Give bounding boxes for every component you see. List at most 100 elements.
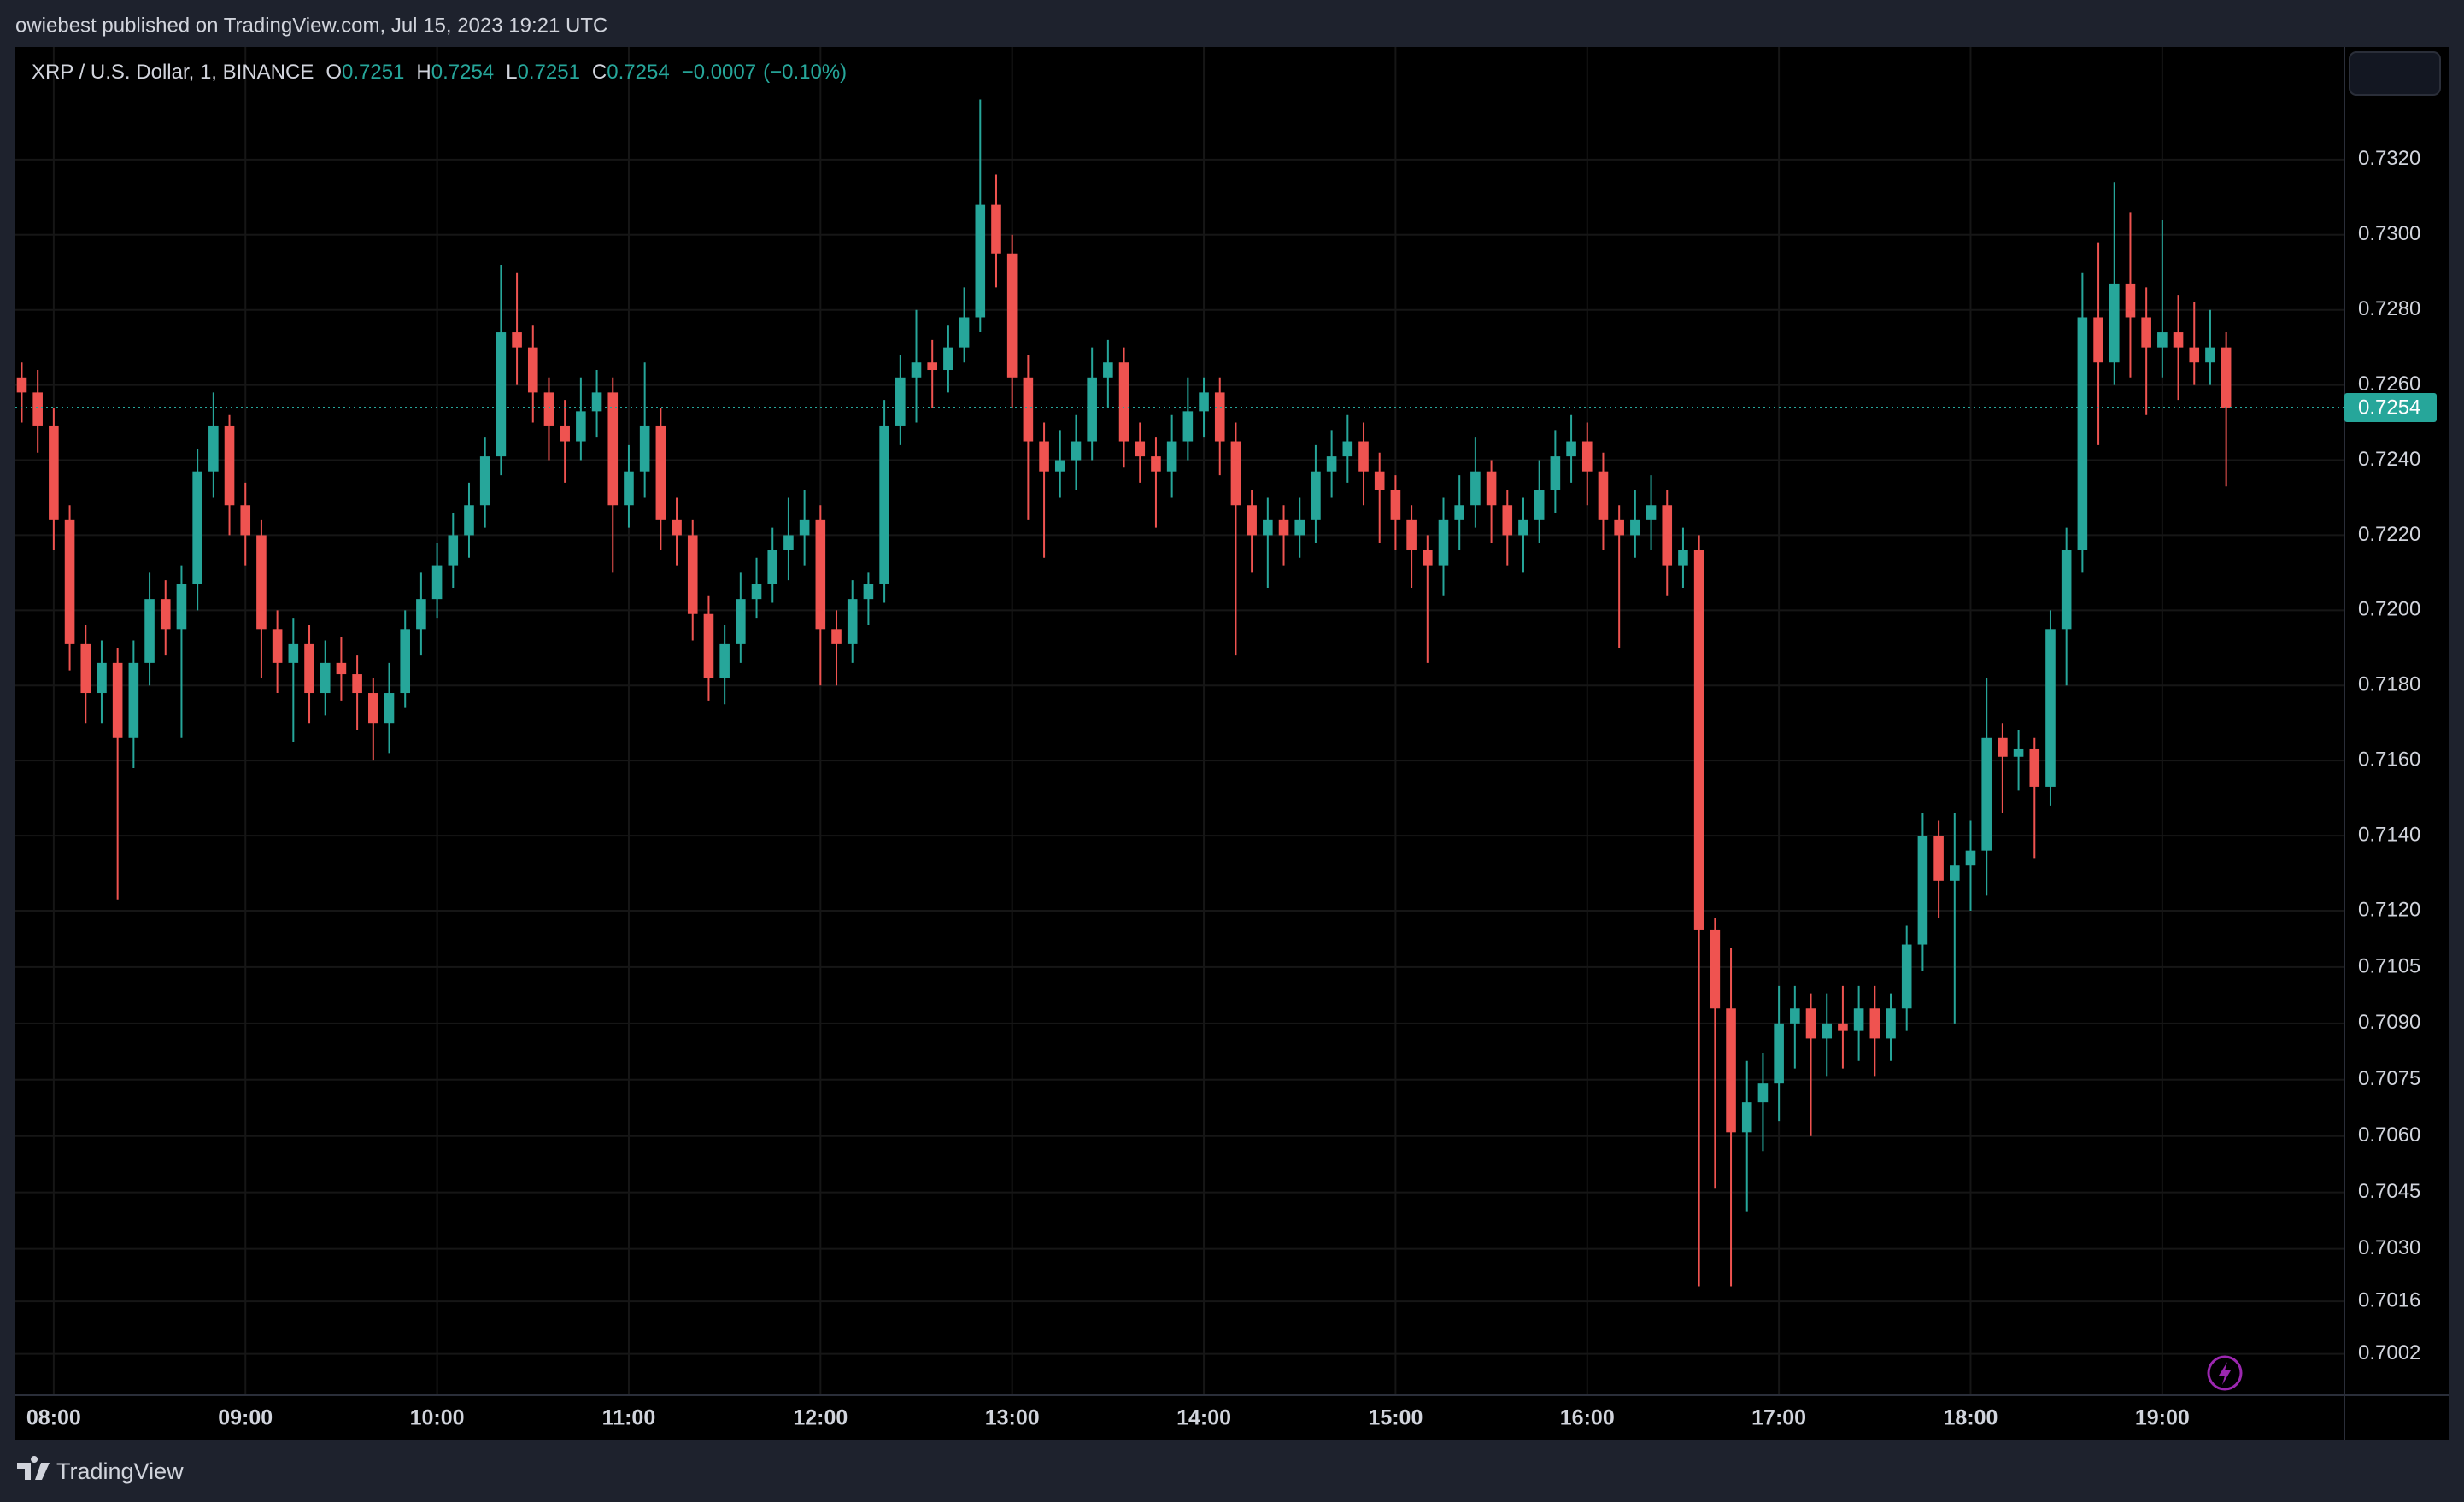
candle-body [2029, 748, 2040, 787]
candle-body [1182, 411, 1194, 442]
candle-body [591, 392, 602, 412]
y-tick-label: 0.7300 [2358, 222, 2420, 245]
candle-body [496, 332, 507, 457]
candle-body [943, 347, 953, 371]
x-tick-label: 12:00 [793, 1406, 848, 1430]
y-tick-label: 0.7320 [2358, 147, 2420, 170]
last-price-label: 0.7254 [2358, 396, 2420, 419]
candles [15, 99, 2344, 1287]
candle-body [2125, 283, 2136, 318]
candle-body [719, 643, 730, 678]
toolbar-button[interactable] [2349, 51, 2441, 96]
brand-logo: TradingView [17, 1456, 184, 1484]
candle-body [464, 505, 474, 536]
candle-body [1230, 441, 1241, 506]
candle-body [1853, 1008, 1864, 1031]
candle-body [1135, 441, 1146, 457]
legend-key: L [506, 61, 517, 84]
candle-body [431, 565, 443, 600]
y-tick-label: 0.7180 [2358, 673, 2420, 696]
candle-body [2061, 550, 2072, 630]
y-tick-label: 0.7140 [2358, 823, 2420, 846]
candle-body [1023, 377, 1034, 442]
candle-body [1326, 456, 1337, 472]
candle-body [783, 535, 794, 551]
candle-body [1981, 737, 1992, 851]
candle-body [1950, 865, 1960, 881]
candle-body [767, 550, 778, 584]
candle-body [879, 425, 889, 584]
candle-body [1965, 850, 1976, 866]
candle-body [176, 584, 187, 630]
candle-body [144, 599, 155, 663]
candle-body [576, 411, 586, 442]
y-tick-label: 0.7220 [2358, 523, 2420, 546]
candle-body [1710, 929, 1721, 1009]
candle-body [2173, 332, 2184, 348]
grid [15, 47, 2344, 1395]
candle-body [2189, 347, 2200, 363]
legend-value: 0.7251 [518, 61, 580, 84]
candle-body [1374, 471, 1385, 490]
candle-body [80, 643, 91, 694]
x-tick-label: 15:00 [1368, 1406, 1423, 1430]
candle-body [1805, 1008, 1816, 1039]
candle-body [927, 362, 937, 371]
y-tick-label: 0.7030 [2358, 1236, 2420, 1259]
chart-panel [15, 47, 2449, 1440]
candle-body [1118, 362, 1129, 442]
candle-body [320, 662, 331, 694]
legend-key: H [416, 61, 431, 84]
candle-body [2141, 317, 2151, 348]
lightning-icon[interactable] [2207, 1355, 2243, 1391]
candle-body [160, 599, 171, 630]
candle-body [736, 599, 746, 644]
candle-body [1693, 550, 1704, 930]
candle-body [1006, 253, 1018, 378]
candle-body [1998, 737, 2008, 757]
y-tick-label: 0.7260 [2358, 373, 2420, 396]
candle-body [1566, 441, 1576, 457]
candle-body [1822, 1023, 1833, 1039]
candle-body [288, 643, 299, 663]
candle-body [448, 535, 459, 566]
candle-body [607, 392, 619, 506]
candle-body [49, 425, 59, 520]
candle-body [336, 662, 347, 675]
candle-body [1901, 944, 1912, 1009]
candle-body [1311, 471, 1321, 520]
candle-body [368, 693, 378, 724]
candle-body [97, 662, 107, 694]
legend-value: 0.7254 [607, 61, 669, 84]
candle-body [1263, 519, 1273, 536]
candle-body [2221, 347, 2232, 408]
candle-body [1214, 392, 1225, 442]
candle-body [1933, 836, 1944, 881]
candle-body [687, 535, 698, 614]
candle-body [32, 392, 43, 426]
candle-body [1247, 505, 1257, 536]
axes: 0.7320 0.7300 0.7280 0.7260 0.7240 0.7220 0.72… [26, 147, 2437, 1430]
candle-body [1454, 505, 1464, 520]
candle-body [224, 425, 235, 506]
candle-body [416, 599, 426, 630]
candle-body [2013, 748, 2024, 757]
icon-ring [2207, 1355, 2243, 1391]
candle-body [1678, 550, 1688, 566]
candle-body [352, 674, 362, 694]
candle-body [1342, 441, 1353, 457]
candle-body [1581, 441, 1593, 472]
candle-body [1151, 456, 1161, 472]
candle-body [304, 643, 314, 694]
candle-body [1646, 505, 1657, 520]
candle-body [1294, 519, 1305, 536]
legend-line: XRP / U.S. Dollar, 1, BINANCE O0.7251 H0.7… [32, 61, 847, 84]
candle-body [256, 535, 267, 630]
candle-body [1502, 505, 1513, 536]
candle-body [1087, 377, 1097, 442]
legend-key: C [592, 61, 607, 84]
brand-mark [17, 1456, 50, 1480]
candle-body [1166, 441, 1177, 472]
candle-body [1662, 505, 1673, 566]
